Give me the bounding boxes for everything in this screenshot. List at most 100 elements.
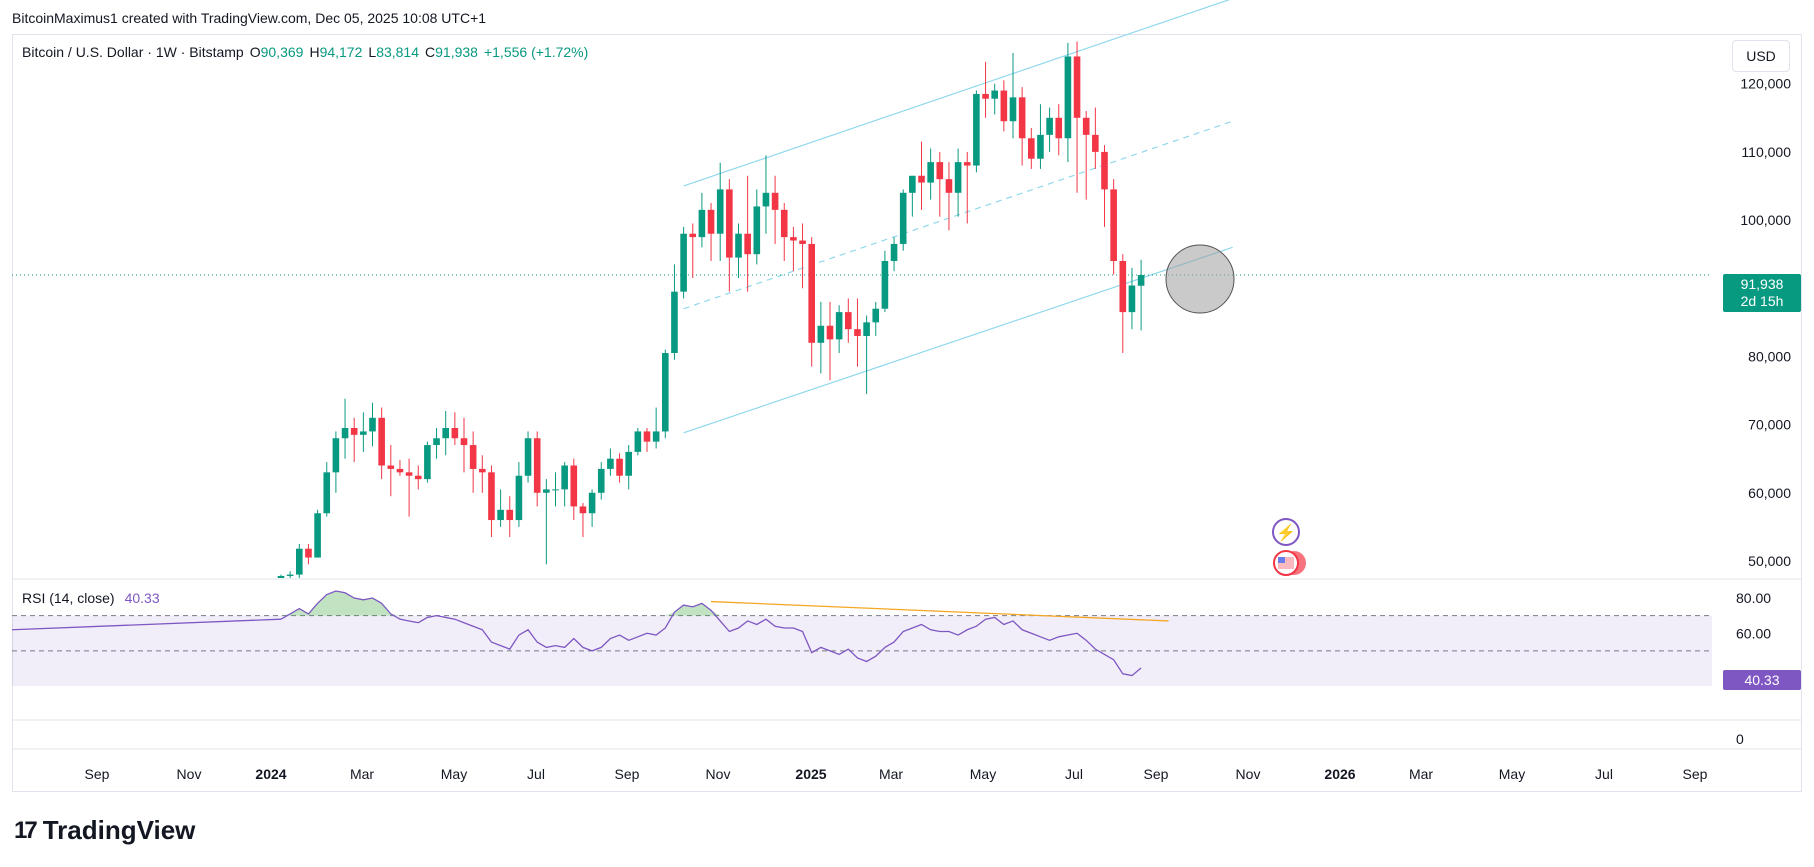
tradingview-logo-text: TradingView: [42, 815, 196, 845]
candle-body: [607, 458, 614, 469]
time-axis-label: Nov: [177, 766, 202, 782]
candle-body: [662, 353, 669, 432]
time-axis-label: Sep: [85, 766, 110, 782]
change-value: +1,556 (+1.72%): [483, 44, 589, 60]
candle-body: [918, 175, 925, 183]
low-value: 83,814: [376, 44, 420, 60]
attribution-text: BitcoinMaximus1 created with TradingView…: [12, 10, 487, 26]
time-axis-label: Jul: [527, 766, 545, 782]
candle-body: [771, 192, 779, 210]
candle-body: [1082, 117, 1090, 135]
rsi-axis-label: 60.00: [1736, 625, 1771, 641]
candle-body: [570, 465, 578, 507]
candle-body: [835, 312, 843, 340]
candle-body: [533, 438, 541, 493]
tradingview-logo-icon: 17: [14, 816, 38, 844]
candle-body: [1073, 56, 1081, 118]
lightning-event-icon: [1272, 518, 1300, 546]
candle-body: [845, 312, 852, 330]
time-axis-label: Nov: [1236, 766, 1261, 782]
candle-body: [360, 431, 367, 435]
time-axis-label: May: [441, 766, 467, 782]
candle-body: [643, 431, 651, 442]
candle-body: [716, 189, 724, 234]
last-price-tag: 91,938 2d 15h: [1723, 274, 1801, 312]
candle-body: [1128, 285, 1136, 313]
highlight-circle: [1165, 244, 1235, 314]
candle-body: [1046, 117, 1053, 135]
candle-body: [698, 209, 706, 238]
candle-body: [936, 162, 944, 180]
candle-body: [899, 192, 907, 244]
rsi-group: [12, 590, 1169, 677]
candle-body: [616, 458, 623, 476]
candle-body: [332, 438, 340, 473]
time-axis-label: Sep: [1683, 766, 1708, 782]
candle-body: [405, 472, 413, 476]
candle-body: [296, 548, 303, 575]
candle-body: [652, 431, 660, 442]
candle-body: [1000, 90, 1008, 122]
price-axis-label: 110,000: [1741, 144, 1791, 160]
candle-body: [1092, 134, 1099, 152]
candle-body: [826, 325, 834, 340]
candle-body: [707, 209, 715, 234]
candle-body: [350, 428, 358, 435]
candle-body: [479, 468, 486, 473]
candle-body: [579, 506, 587, 514]
candle-body: [1064, 56, 1072, 139]
last-price-value: 91,938: [1740, 276, 1784, 292]
open-value: 90,369: [260, 44, 304, 60]
low-label: L: [368, 44, 377, 60]
candle-body: [442, 428, 449, 439]
candle-body: [1101, 151, 1108, 190]
candle-body: [1055, 117, 1063, 139]
candle-body: [735, 233, 742, 258]
candle-body: [387, 465, 395, 469]
currency-button[interactable]: USD: [1732, 40, 1790, 72]
rsi-value-tag: 40.33: [1723, 670, 1801, 690]
candle-body: [982, 93, 989, 99]
candle-body: [378, 417, 385, 466]
rsi-divergence-line: [711, 600, 1169, 622]
time-axis-label: Mar: [879, 766, 903, 782]
rsi-value: 40.33: [124, 590, 160, 606]
candle-body: [1009, 97, 1017, 122]
close-label: C: [425, 44, 436, 60]
candle-body: [561, 465, 568, 490]
candle-body: [799, 240, 806, 244]
candle-body: [524, 438, 532, 476]
candle-body: [890, 243, 898, 261]
candle-body: [460, 438, 468, 446]
candle-body: [1028, 138, 1035, 159]
rsi-title[interactable]: RSI (14, close): [22, 590, 115, 606]
candle-body: [323, 472, 331, 514]
close-value: 91,938: [435, 44, 478, 60]
candle-body: [689, 233, 697, 238]
rsi-overbought-fill: [281, 591, 1142, 616]
candle-body: [424, 445, 431, 480]
candle-body: [543, 489, 550, 493]
candle-body: [872, 308, 880, 323]
time-axis-label: Sep: [1144, 766, 1169, 782]
candle-body: [1110, 189, 1117, 261]
candle-body: [744, 233, 751, 255]
symbol-legend: Bitcoin / U.S. Dollar · 1W · Bitstamp O9…: [22, 44, 588, 60]
candle-body: [634, 431, 642, 452]
time-axis-label: Jul: [1595, 766, 1613, 782]
candle-body: [497, 509, 504, 521]
candle-body: [780, 209, 788, 238]
symbol-title[interactable]: Bitcoin / U.S. Dollar · 1W · Bitstamp: [22, 44, 244, 60]
candle-body: [1119, 260, 1127, 313]
lightning-event-glyph: ⚡: [1276, 523, 1296, 542]
price-axis-label: 80,000: [1748, 348, 1791, 364]
candle-body: [808, 243, 815, 343]
candle-body: [286, 574, 294, 576]
open-label: O: [249, 44, 261, 60]
high-value: 94,172: [319, 44, 363, 60]
tradingview-logo[interactable]: 17 TradingView: [14, 815, 195, 846]
candle-body: [314, 513, 321, 558]
time-axis-label: Mar: [1409, 766, 1433, 782]
time-axis-label: May: [970, 766, 996, 782]
